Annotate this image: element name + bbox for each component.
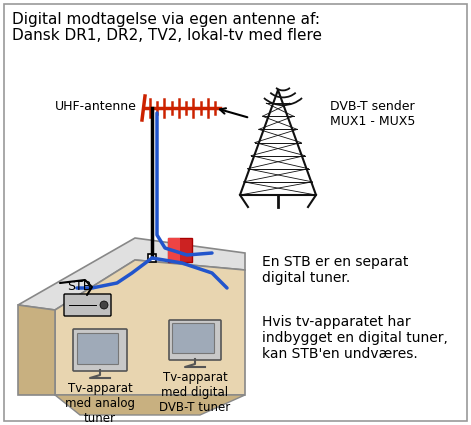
Polygon shape [18,238,245,310]
FancyBboxPatch shape [172,323,214,354]
Bar [148,254,156,262]
Circle shape [100,301,108,309]
FancyBboxPatch shape [73,329,127,371]
Polygon shape [55,260,245,395]
Text: Dansk DR1, DR2, TV2, lokal-tv med flere: Dansk DR1, DR2, TV2, lokal-tv med flere [12,28,322,43]
Text: Digital modtagelse via egen antenne af:: Digital modtagelse via egen antenne af: [12,12,320,27]
Text: UHF-antenne: UHF-antenne [55,100,137,113]
Polygon shape [55,395,245,415]
Text: Hvis tv-apparatet har
indbygget en digital tuner,
kan STB'en undværes.: Hvis tv-apparatet har indbygget en digit… [262,315,448,361]
FancyBboxPatch shape [78,334,119,365]
Polygon shape [168,238,180,262]
Text: DVB-T sender
MUX1 - MUX5: DVB-T sender MUX1 - MUX5 [330,100,415,128]
Text: STB: STB [67,280,91,293]
Polygon shape [18,305,55,395]
FancyBboxPatch shape [169,320,221,360]
Polygon shape [168,238,192,262]
Text: Tv-apparat
med analog
tuner: Tv-apparat med analog tuner [65,382,135,425]
FancyBboxPatch shape [64,294,111,316]
Text: En STB er en separat
digital tuner.: En STB er en separat digital tuner. [262,255,408,285]
Text: Tv-apparat
med digital
DVB-T tuner: Tv-apparat med digital DVB-T tuner [159,371,231,414]
